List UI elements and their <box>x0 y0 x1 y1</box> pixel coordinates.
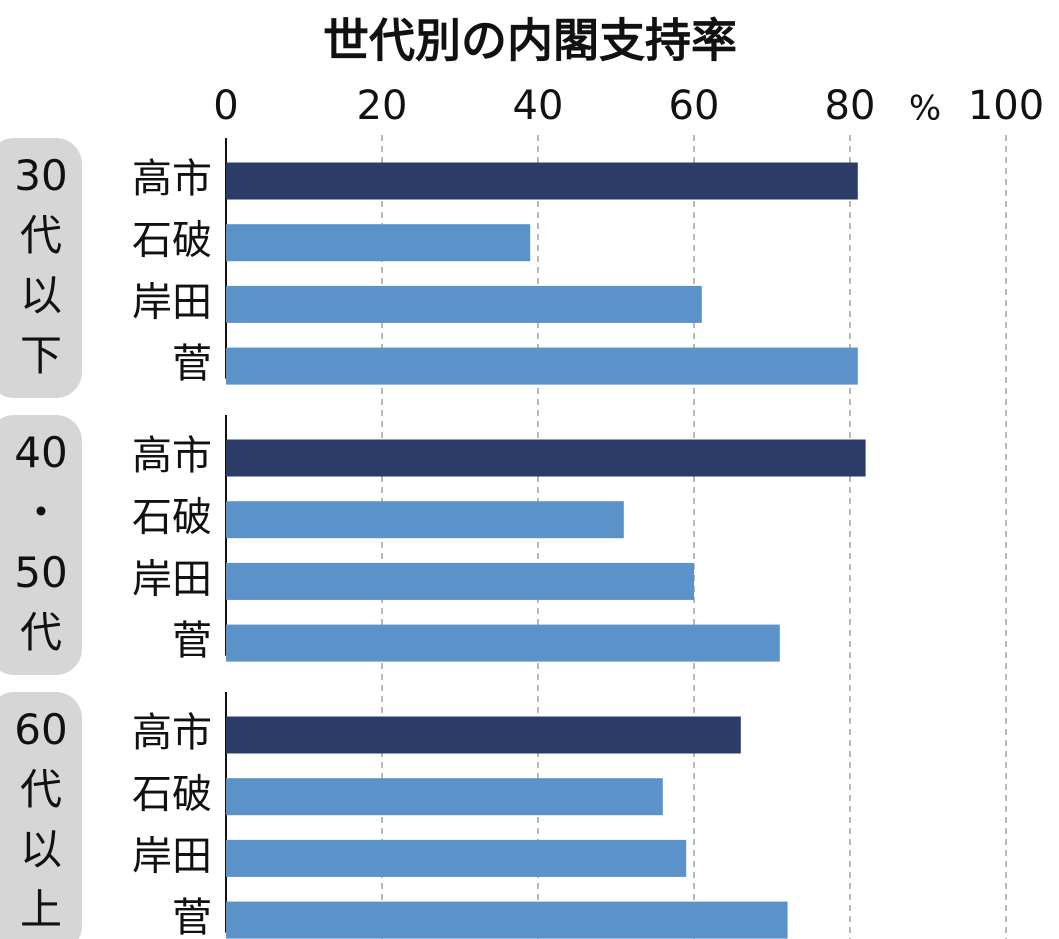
category-label: 石破 <box>132 218 212 264</box>
category-label: 菅 <box>172 341 212 387</box>
bar <box>226 624 780 662</box>
bar <box>226 501 624 539</box>
category-label: 高市 <box>132 433 212 479</box>
category-label: 岸田 <box>132 556 212 602</box>
category-label: 菅 <box>172 895 212 939</box>
bar <box>226 285 702 323</box>
unit-label: % <box>909 89 941 129</box>
bar <box>226 347 858 385</box>
x-tick-label: 60 <box>669 83 720 129</box>
category-label: 高市 <box>132 156 212 202</box>
bar <box>226 162 858 200</box>
category-label: 岸田 <box>132 279 212 325</box>
bar <box>226 716 741 754</box>
x-tick-label: 20 <box>357 83 408 129</box>
group-box <box>0 138 82 398</box>
bar <box>226 901 788 939</box>
group-label: 40 ・ 50 代 <box>14 428 67 657</box>
x-tick-label: 100 <box>968 83 1044 129</box>
category-label: 高市 <box>132 710 212 756</box>
category-label: 石破 <box>132 772 212 818</box>
bar <box>226 778 663 816</box>
bar <box>226 839 687 877</box>
x-tick-label: 0 <box>213 83 238 129</box>
group-label: 60 代以上 <box>14 705 67 934</box>
group-label: 30 代以下 <box>14 151 67 380</box>
category-label: 菅 <box>172 618 212 664</box>
group-box <box>0 692 82 939</box>
x-tick-label: 80 <box>825 83 876 129</box>
bar <box>226 224 531 262</box>
group-box <box>0 415 82 675</box>
x-tick-label: 40 <box>513 83 564 129</box>
bar <box>226 439 866 477</box>
category-label: 岸田 <box>132 833 212 879</box>
chart-title: 世代別の内閣支持率 <box>323 14 737 68</box>
bar <box>226 562 694 600</box>
category-label: 石破 <box>132 495 212 541</box>
